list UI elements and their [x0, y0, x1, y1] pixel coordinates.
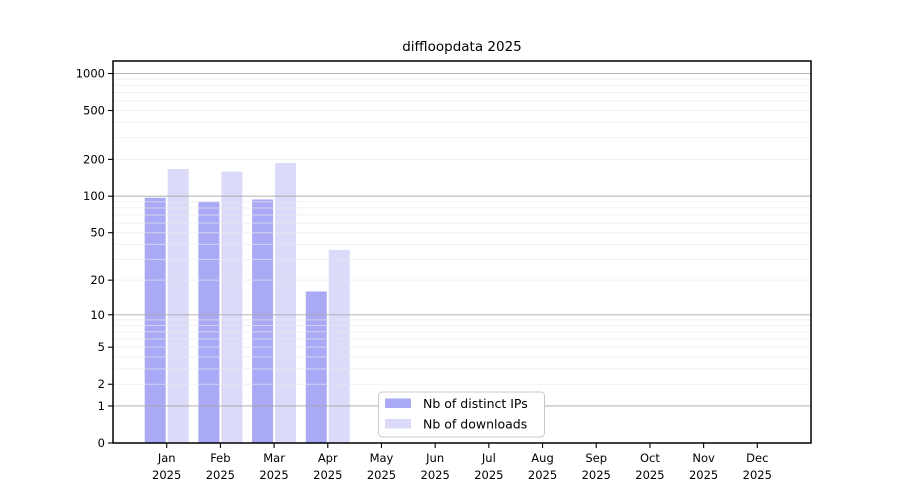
y-axis-tick-label: 2 [98, 377, 105, 391]
x-axis-year-label: 2025 [635, 468, 664, 482]
y-axis-tick-label: 10 [90, 308, 105, 322]
x-axis-year-label: 2025 [421, 468, 450, 482]
x-axis-year-label: 2025 [582, 468, 611, 482]
x-axis-year-label: 2025 [206, 468, 235, 482]
legend: Nb of distinct IPs Nb of downloads [378, 391, 545, 438]
legend-label-nb-of-downloads: Nb of downloads [423, 417, 527, 432]
bar-nb-of-distinct-ips-feb [198, 201, 220, 443]
x-axis-month-label: Mar [263, 451, 285, 465]
y-axis-tick-label: 1000 [76, 67, 105, 81]
x-axis-year-label: 2025 [743, 468, 772, 482]
x-axis-month-label: Feb [210, 451, 230, 465]
bar-nb-of-distinct-ips-apr [305, 291, 327, 443]
x-axis-month-label: Jan [157, 451, 176, 465]
y-axis-tick-label: 0 [98, 436, 105, 450]
x-axis-month-label: Jun [425, 451, 444, 465]
bar-nb-of-downloads-mar [275, 162, 297, 444]
x-axis-year-label: 2025 [313, 468, 342, 482]
x-axis-month-label: Dec [746, 451, 768, 465]
bar-nb-of-downloads-apr [328, 249, 350, 443]
x-axis-year-label: 2025 [528, 468, 557, 482]
y-axis-tick-label: 500 [83, 104, 105, 118]
legend-swatch-nb-of-downloads [385, 419, 411, 429]
axis-ticks: 10005002001005020105210Jan2025Feb2025Mar… [76, 67, 772, 483]
x-axis-year-label: 2025 [367, 468, 396, 482]
x-axis-month-label: Aug [531, 451, 553, 465]
y-axis-tick-label: 20 [90, 273, 105, 287]
y-axis-tick-label: 50 [90, 226, 105, 240]
bar-nb-of-distinct-ips-mar [252, 199, 274, 443]
x-axis-month-label: May [370, 451, 394, 465]
y-axis-tick-label: 200 [83, 152, 105, 166]
x-axis-month-label: Oct [640, 451, 660, 465]
y-axis-tick-label: 100 [83, 189, 105, 203]
x-axis-month-label: Apr [318, 451, 338, 465]
x-axis-year-label: 2025 [689, 468, 718, 482]
x-axis-year-label: 2025 [152, 468, 181, 482]
bar-nb-of-downloads-jan [167, 168, 189, 443]
plot-border [112, 60, 812, 444]
y-axis-tick-label: 5 [98, 340, 105, 354]
legend-swatch-nb-of-distinct-ips [385, 398, 411, 408]
bar-nb-of-downloads-feb [221, 171, 243, 443]
chart-title: diffloopdata 2025 [402, 39, 522, 55]
x-axis-month-label: Jul [481, 451, 496, 465]
x-axis-year-label: 2025 [259, 468, 288, 482]
x-axis-year-label: 2025 [474, 468, 503, 482]
x-axis-month-label: Nov [692, 451, 715, 465]
legend-label-nb-of-distinct-ips: Nb of distinct IPs [423, 396, 528, 411]
legend-box [378, 391, 545, 438]
y-axis-tick-label: 1 [98, 399, 105, 413]
x-axis-month-label: Sep [585, 451, 607, 465]
